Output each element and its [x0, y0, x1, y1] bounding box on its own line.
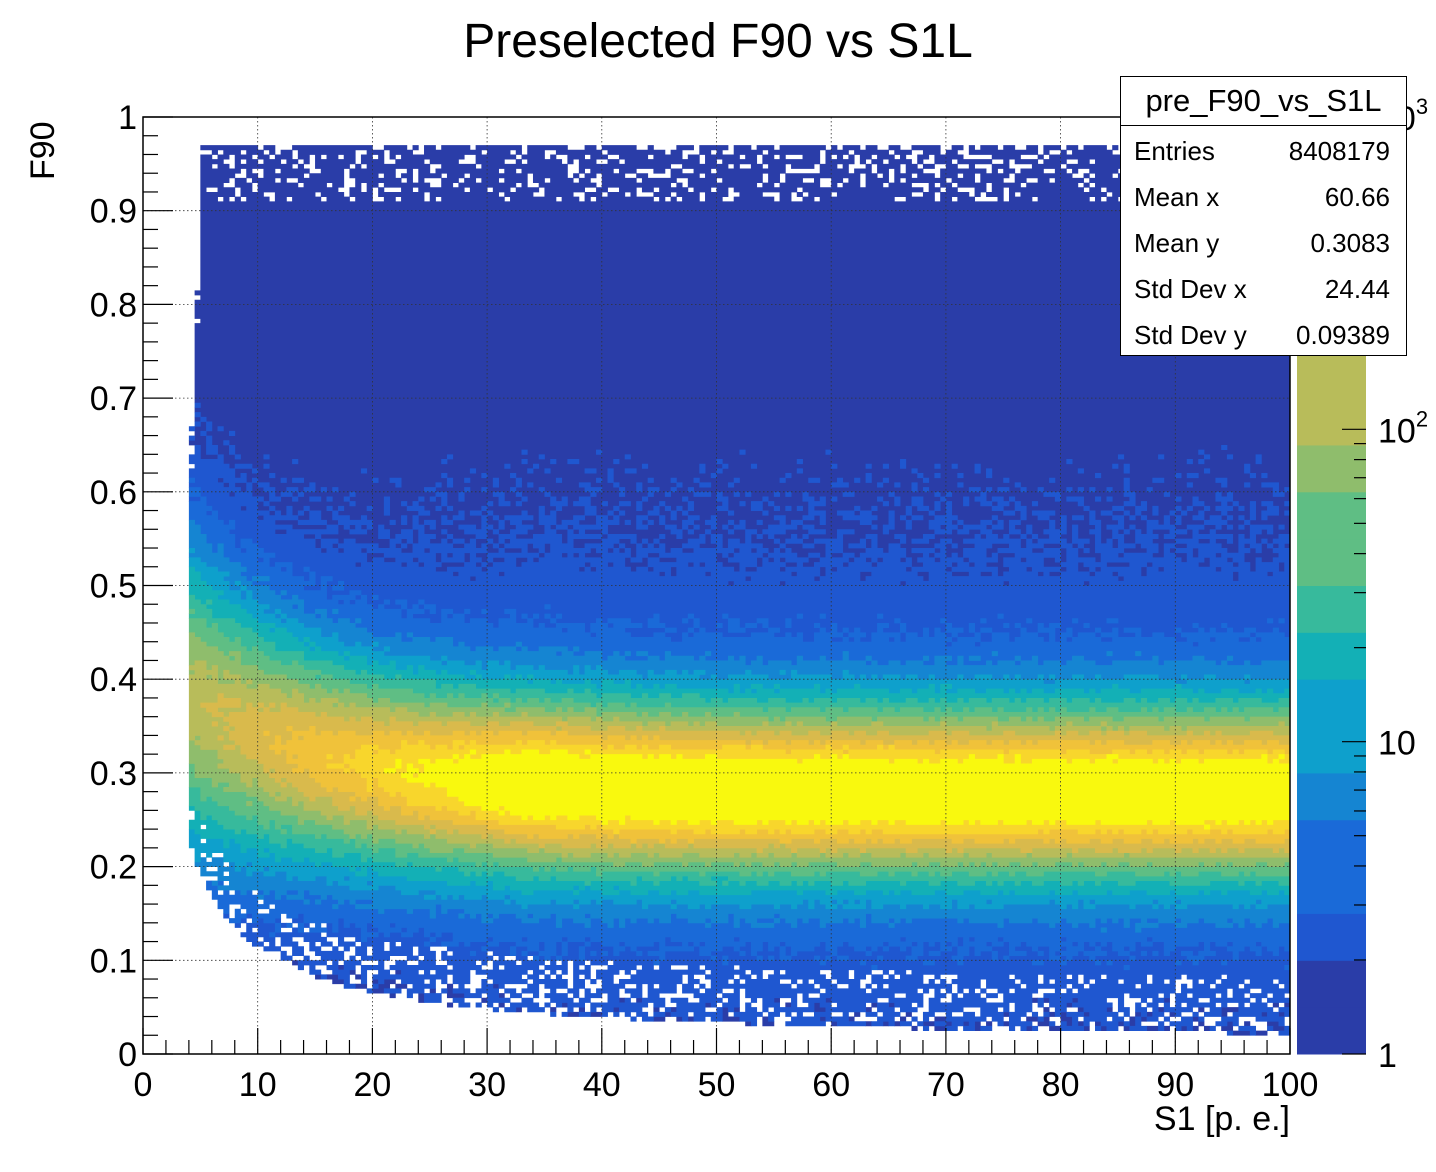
color-scale-band [1297, 866, 1366, 914]
y-tick-label: 0.9 [90, 193, 137, 231]
color-scale-label: 102 [1378, 406, 1428, 450]
y-tick-label: 0 [118, 1036, 137, 1074]
x-tick-label: 10 [239, 1066, 277, 1104]
color-scale-band [1297, 913, 1366, 961]
y-tick-label: 0.4 [90, 661, 137, 699]
heatmap-level-0 [188, 145, 1291, 1036]
color-scale-band [1297, 679, 1366, 727]
color-scale-band [1297, 491, 1366, 540]
color-scale-band [1297, 819, 1366, 868]
stats-label: Mean x [1134, 182, 1220, 212]
stats-box: pre_F90_vs_S1L Entries 8408179 Mean x 60… [1120, 76, 1407, 356]
y-tick-label: 1 [118, 99, 137, 137]
stats-row-mean-x: Mean x 60.66 [1121, 172, 1406, 218]
x-tick-label: 100 [1262, 1066, 1319, 1104]
stats-histogram-name: pre_F90_vs_S1L [1121, 77, 1406, 126]
heatmap-level-1 [188, 402, 1291, 1036]
stats-label: Entries [1134, 136, 1215, 166]
y-axis-title: F90 [24, 121, 62, 180]
x-tick-label: 50 [698, 1066, 736, 1104]
color-scale-band [1297, 351, 1366, 399]
y-tick-label: 0.7 [90, 380, 137, 418]
color-scale-band [1297, 585, 1366, 633]
x-tick-label: 60 [812, 1066, 850, 1104]
color-scale-label: 10 [1378, 725, 1416, 763]
axis-ticks [142, 116, 1291, 1055]
stats-row-mean-y: Mean y 0.3083 [1121, 218, 1406, 264]
stats-label: Mean y [1134, 228, 1220, 258]
heatmap-cells [188, 145, 1291, 1036]
grid-lines [143, 117, 1290, 1054]
y-tick-label: 0.2 [90, 849, 137, 887]
color-scale-band [1297, 1007, 1366, 1055]
stats-value: 24.44 [1324, 274, 1390, 304]
x-tick-label: 20 [353, 1066, 391, 1104]
heatmap-level-13 [383, 749, 1291, 830]
x-tick-label: 40 [583, 1066, 621, 1104]
stats-row-entries: Entries 8408179 [1121, 126, 1406, 172]
color-scale-band [1297, 726, 1366, 774]
color-scale-band [1297, 538, 1366, 586]
y-tick-label: 0.6 [90, 474, 137, 512]
stats-value: 8408179 [1288, 136, 1390, 166]
heatmap-level-5 [188, 566, 1291, 896]
color-scale-band [1297, 960, 1366, 1008]
color-scale-band [1297, 772, 1366, 821]
x-tick-label: 70 [927, 1066, 965, 1104]
stats-value: 0.3083 [1310, 228, 1390, 258]
x-tick-label: 90 [1156, 1066, 1194, 1104]
chart-title: Preselected F90 vs S1L [463, 15, 973, 68]
y-tick-label: 0.5 [90, 568, 137, 606]
y-tick-labels: 0 0.1 0.2 0.3 0.4 0.5 0.6 0.7 0.8 0.9 1 [90, 99, 137, 1074]
x-tick-label: 30 [468, 1066, 506, 1104]
stats-row-std-y: Std Dev y 0.09389 [1121, 310, 1406, 356]
color-scale-band [1297, 632, 1366, 680]
y-tick-label: 0.1 [90, 942, 137, 980]
y-tick-label: 0.8 [90, 286, 137, 324]
heatmap-level-2 [188, 477, 1291, 971]
stats-value: 60.66 [1324, 182, 1390, 212]
heatmap-level-4 [188, 548, 1291, 910]
stats-label: Std Dev x [1134, 274, 1247, 304]
y-tick-label: 0.3 [90, 755, 137, 793]
heatmap-level-3 [188, 519, 1291, 933]
stats-row-std-x: Std Dev x 24.44 [1121, 264, 1406, 310]
x-tick-labels: 0 10 20 30 40 50 60 70 80 90 100 [134, 1066, 1319, 1104]
stats-value: 0.09389 [1296, 320, 1390, 350]
color-scale-band [1297, 398, 1366, 446]
stats-label: Std Dev y [1134, 320, 1247, 350]
x-tick-label: 0 [134, 1066, 153, 1104]
x-tick-label: 80 [1042, 1066, 1080, 1104]
color-scale-band [1297, 444, 1366, 493]
x-axis-title: S1 [p. e.] [1154, 1100, 1290, 1138]
color-scale-label: 1 [1378, 1037, 1397, 1075]
